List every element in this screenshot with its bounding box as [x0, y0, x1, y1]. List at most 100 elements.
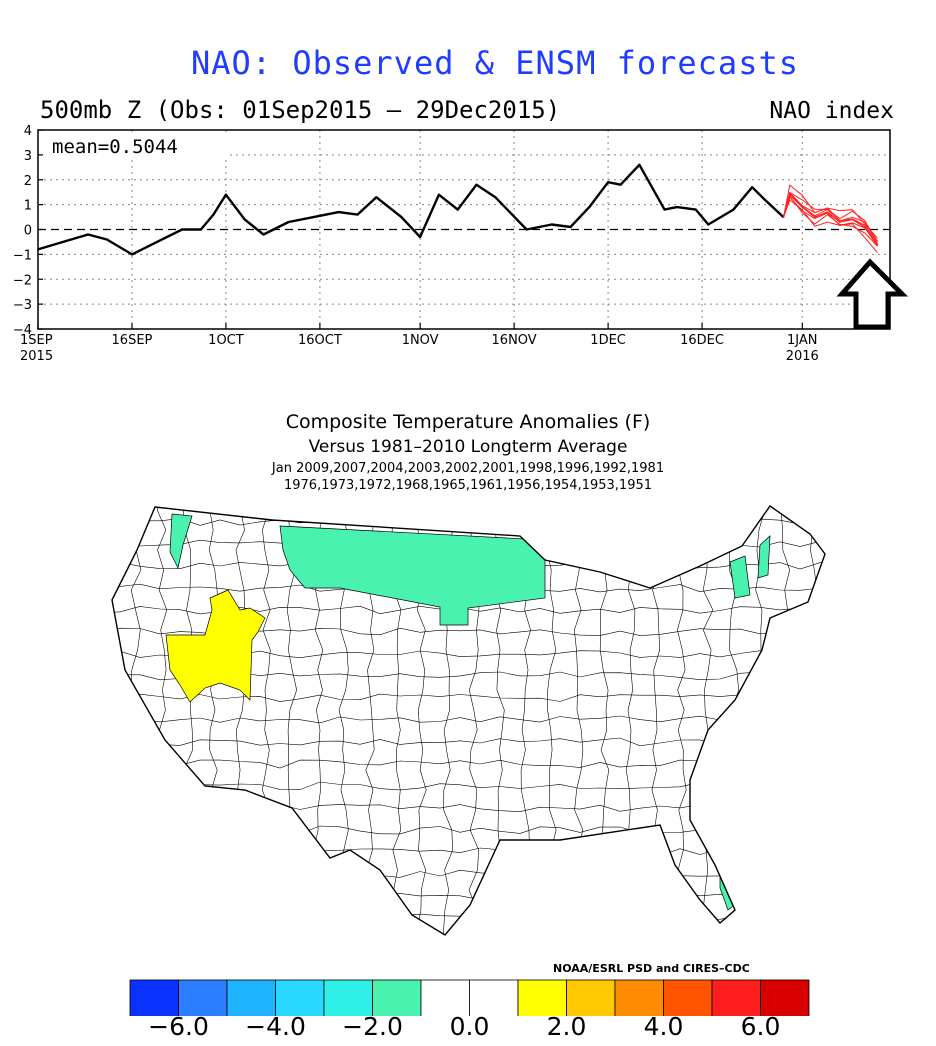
y-tick-label: −3 [13, 298, 32, 313]
forecast-member-line [783, 191, 878, 243]
x-tick-label: 1OCT [208, 333, 244, 348]
colorbar-label: −6.0 [148, 1012, 209, 1041]
map-title: Composite Temperature Anomalies (F) [285, 411, 651, 433]
grid [37, 130, 890, 329]
observed-point [676, 206, 678, 209]
x-tick-label: 16OCT [298, 333, 342, 348]
colorbar-cell [323, 979, 373, 1016]
forecast-member-line [783, 196, 878, 247]
x-tick-label: 1NOV [402, 333, 439, 348]
y-tick-label: 3 [24, 149, 32, 164]
observed-point [212, 213, 215, 216]
forecast-member-line [783, 184, 878, 239]
x-tick-label: 16SEP [112, 333, 153, 348]
years-line-2: 1976,1973,1972,1968,1965,1961,1956,1954,… [283, 478, 653, 493]
forecast-point [838, 221, 841, 223]
colorbar-cell [129, 979, 179, 1016]
up-arrow-icon [836, 258, 909, 330]
colorbar-cell [226, 979, 276, 1016]
observed-point [619, 183, 622, 186]
colorbar-cell [566, 979, 616, 1016]
colorbar-label: −4.0 [245, 1012, 306, 1041]
colorbar-cell [760, 979, 810, 1016]
observed-point [199, 228, 202, 231]
credit-label: NOAA/ESRL PSD and CIRES–CDC [553, 962, 750, 975]
observed-point [707, 223, 710, 226]
observed-point [356, 213, 359, 216]
colorbar [129, 979, 810, 1016]
x-year-label: 2015 [20, 349, 53, 364]
colorbar-label: 2.0 [546, 1012, 587, 1041]
observed-point [225, 193, 227, 196]
observed-point [694, 208, 697, 211]
y-tick-label: −1 [13, 248, 32, 263]
colorbar-cell [275, 979, 325, 1016]
colorbar-cells [129, 979, 810, 1016]
y-axis-label: NAO index [769, 98, 894, 124]
observed-point [588, 206, 591, 209]
x-tick-label: 16DEC [680, 333, 724, 348]
us-map [111, 505, 826, 936]
observed-point [400, 216, 403, 218]
observed-point [638, 163, 641, 166]
observed-series-line [37, 163, 785, 256]
observed-point [607, 181, 609, 184]
cold-region-florida [719, 860, 736, 911]
colorbar-cell [711, 979, 761, 1016]
colorbar-cell [420, 979, 470, 1016]
years-line-1: Jan 2009,2007,2004,2003,2002,2001,1998,1… [271, 461, 665, 476]
observed-point [375, 196, 378, 199]
forecast-point [876, 243, 879, 246]
chart-title: NAO: Observed & ENSM forecasts [191, 44, 799, 82]
forecast-point [851, 218, 854, 221]
cold-region-northern-plains [279, 525, 546, 626]
forecast-point [801, 206, 804, 209]
x-year-label: 2016 [786, 349, 819, 364]
y-tick-label: 0 [24, 224, 32, 239]
colorbar-label: 0.0 [449, 1012, 490, 1041]
observed-point [312, 216, 315, 218]
observed-point [337, 211, 340, 213]
observed-point [732, 208, 735, 211]
colorbar-label: 4.0 [643, 1012, 684, 1041]
observed-point [156, 241, 158, 243]
observed-point [456, 208, 459, 211]
plot-frame [37, 129, 891, 330]
x-tick-label: 1JAN [787, 333, 818, 348]
forecast-point [788, 193, 791, 196]
chart-subtitle: 500mb Z (Obs: 01Sep2015 – 29Dec2015) [40, 96, 561, 124]
observed-point [475, 183, 478, 186]
observed-point [494, 196, 497, 199]
y-tick-label: 1 [24, 199, 32, 214]
map-subtitle: Versus 1981–2010 Longterm Average [308, 437, 628, 457]
observed-point [243, 218, 246, 221]
colorbar-cell [469, 979, 519, 1016]
observed-point [181, 228, 183, 231]
colorbar-cell [663, 979, 713, 1016]
x-tick-label: 16NOV [492, 333, 537, 348]
observed-point [438, 193, 440, 196]
observed-point [262, 233, 265, 236]
y-tick-label: 2 [24, 174, 32, 189]
observed-point [87, 233, 90, 236]
observed-point [131, 253, 133, 256]
y-tick-label: 4 [24, 124, 32, 139]
y-tick-labels: 4 3 2 1 0 −1 −2 −3 −4 [13, 124, 43, 338]
colorbar-cell [517, 979, 567, 1016]
observed-point [569, 226, 572, 228]
y-tick-label: −2 [13, 273, 32, 288]
warm-region-nevada [165, 589, 266, 703]
observed-point [62, 241, 64, 243]
y-tick-label: −4 [13, 323, 32, 338]
forecast-point [826, 211, 829, 213]
observed-point [663, 208, 666, 211]
observed-point [763, 198, 766, 201]
mean-box [44, 134, 228, 156]
colorbar-cell [178, 979, 228, 1016]
observed-point [287, 221, 290, 223]
mean-label: mean=0.5044 [52, 136, 178, 158]
x-tick-label: 1DEC [590, 333, 626, 348]
observed-point [550, 223, 553, 226]
